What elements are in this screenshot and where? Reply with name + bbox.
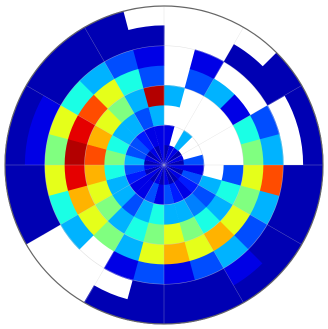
chart xyxy=(0,0,328,329)
